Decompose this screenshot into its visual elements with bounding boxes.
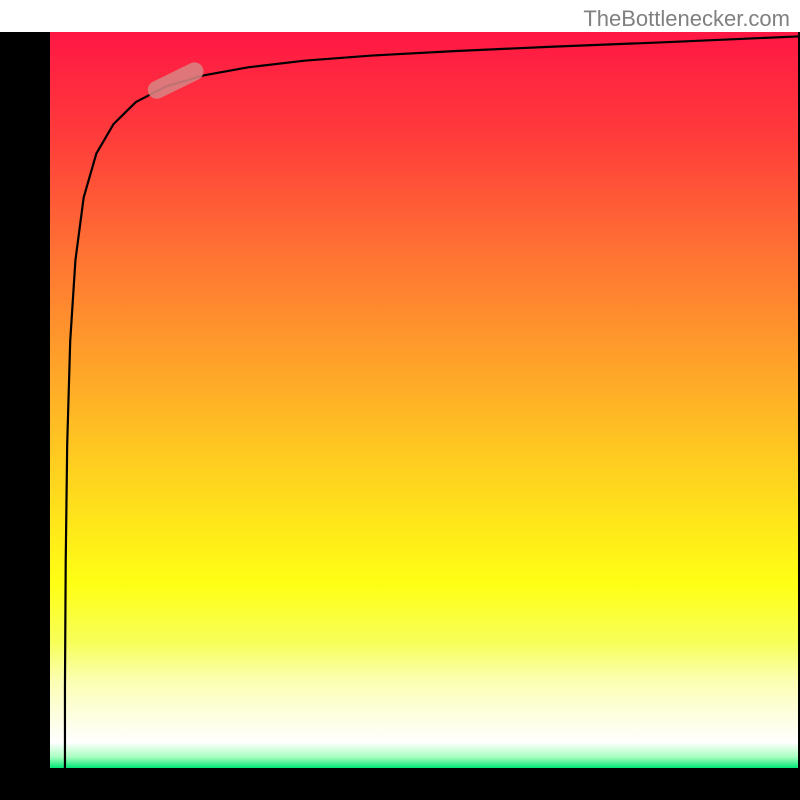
frame-bottom (0, 768, 800, 800)
attribution-label: TheBottlenecker.com (583, 6, 790, 32)
bottleneck-chart (0, 0, 800, 800)
chart-container: TheBottlenecker.com (0, 0, 800, 800)
plot-background (50, 32, 798, 768)
frame-left (0, 0, 50, 800)
